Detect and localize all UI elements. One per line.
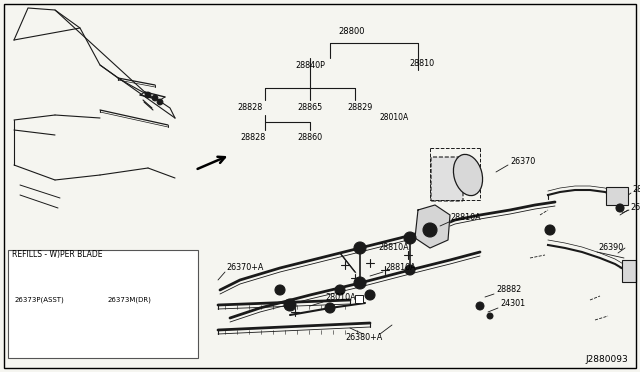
Circle shape	[325, 303, 335, 313]
Text: 28865: 28865	[298, 103, 323, 112]
Circle shape	[616, 204, 624, 212]
Text: 28829: 28829	[348, 103, 372, 112]
Circle shape	[328, 306, 332, 310]
Text: REFILLS - W)PER BLADE: REFILLS - W)PER BLADE	[12, 250, 102, 260]
Circle shape	[335, 285, 345, 295]
Text: 28810A: 28810A	[385, 263, 415, 273]
Text: 26370: 26370	[510, 157, 535, 167]
Text: 26381: 26381	[630, 202, 640, 212]
Circle shape	[368, 293, 372, 297]
Text: 28840P: 28840P	[295, 61, 325, 70]
Text: 24301: 24301	[500, 299, 525, 308]
Circle shape	[545, 225, 555, 235]
Circle shape	[278, 288, 282, 292]
Circle shape	[476, 302, 484, 310]
Circle shape	[145, 92, 151, 98]
Text: 26390: 26390	[598, 244, 623, 253]
Circle shape	[275, 285, 285, 295]
Text: 28010A: 28010A	[325, 294, 356, 302]
Circle shape	[365, 290, 375, 300]
Text: 26373P(ASST): 26373P(ASST)	[15, 297, 65, 303]
Circle shape	[404, 232, 416, 244]
Circle shape	[358, 281, 362, 285]
Circle shape	[423, 223, 437, 237]
FancyBboxPatch shape	[431, 157, 463, 201]
Text: 28810A: 28810A	[378, 244, 408, 253]
Bar	[355, 295, 363, 303]
Circle shape	[405, 265, 415, 275]
Text: 28860: 28860	[298, 132, 323, 141]
Circle shape	[487, 313, 493, 319]
Polygon shape	[415, 205, 450, 248]
Text: 28882: 28882	[496, 285, 521, 295]
Circle shape	[338, 288, 342, 292]
Circle shape	[354, 242, 366, 254]
Circle shape	[157, 99, 163, 105]
Circle shape	[408, 268, 412, 272]
Text: 28810A: 28810A	[450, 214, 481, 222]
Text: 28828: 28828	[241, 132, 266, 141]
Circle shape	[408, 236, 412, 240]
Text: 26370+A: 26370+A	[226, 263, 264, 273]
Circle shape	[152, 95, 158, 101]
Circle shape	[284, 299, 296, 311]
Bar	[622, 260, 636, 282]
Text: 28828: 28828	[237, 103, 262, 112]
Text: 28810: 28810	[410, 58, 435, 67]
Text: J2880093: J2880093	[585, 356, 628, 365]
Circle shape	[428, 228, 432, 232]
Text: 28882: 28882	[632, 186, 640, 195]
Text: 26373M(DR): 26373M(DR)	[108, 297, 152, 303]
Bar	[8, 250, 198, 358]
Circle shape	[358, 246, 362, 250]
Text: 26380+A: 26380+A	[346, 334, 383, 343]
Text: 28010A: 28010A	[380, 112, 409, 122]
Ellipse shape	[453, 154, 483, 196]
Circle shape	[354, 277, 366, 289]
Circle shape	[288, 303, 292, 307]
Bar	[606, 187, 628, 205]
Text: 28800: 28800	[339, 28, 365, 36]
